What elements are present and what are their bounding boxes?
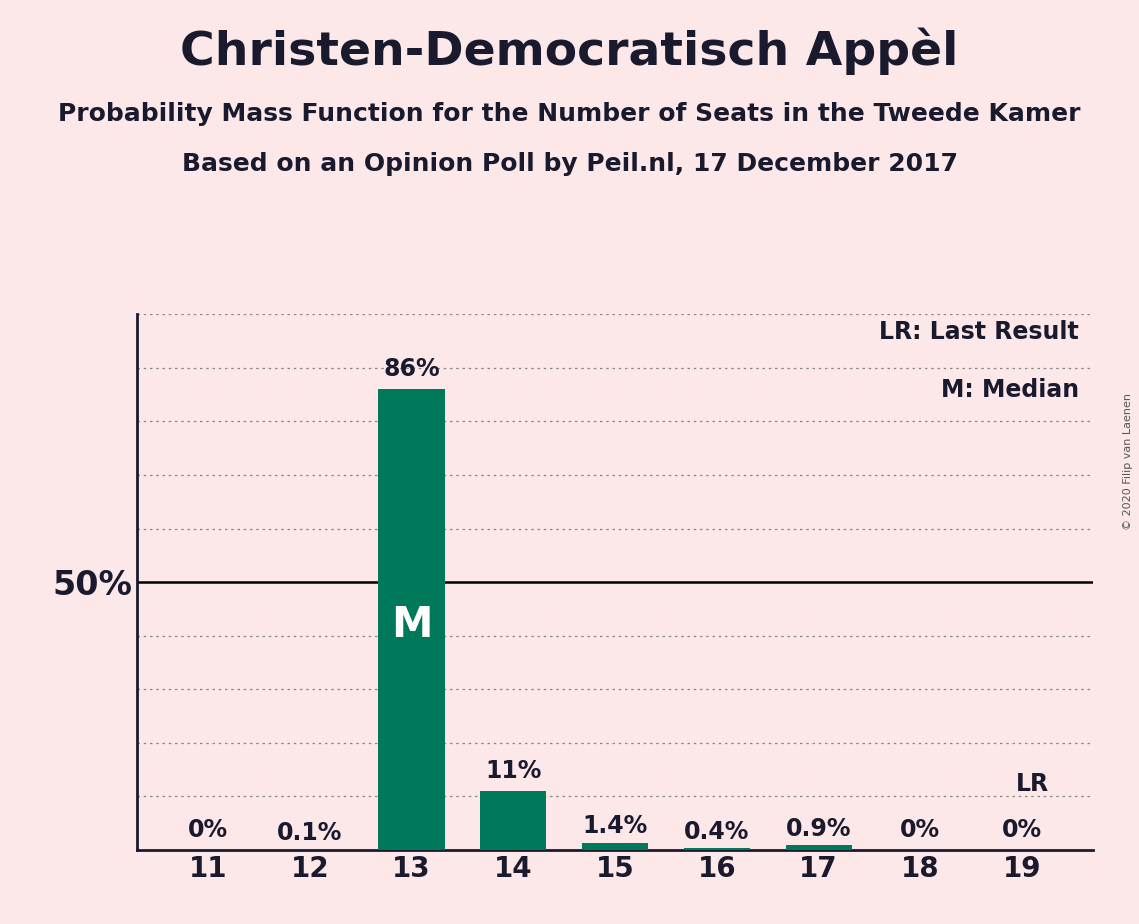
Text: 0.9%: 0.9%: [786, 817, 851, 841]
Bar: [481, 791, 547, 850]
Text: 0%: 0%: [188, 818, 228, 842]
Text: 11%: 11%: [485, 760, 541, 784]
Text: 0%: 0%: [900, 818, 941, 842]
Text: 0.4%: 0.4%: [685, 820, 749, 844]
Text: 0%: 0%: [1002, 818, 1042, 842]
Text: LR: Last Result: LR: Last Result: [879, 320, 1079, 344]
Text: M: Median: M: Median: [941, 379, 1079, 403]
Bar: [786, 845, 852, 850]
Text: Based on an Opinion Poll by Peil.nl, 17 December 2017: Based on an Opinion Poll by Peil.nl, 17 …: [181, 152, 958, 176]
Text: 86%: 86%: [383, 358, 440, 382]
Text: M: M: [391, 604, 432, 646]
Text: Christen-Democratisch Appèl: Christen-Democratisch Appèl: [180, 28, 959, 75]
Text: 0.1%: 0.1%: [277, 821, 343, 845]
Text: 1.4%: 1.4%: [582, 814, 648, 838]
Text: Probability Mass Function for the Number of Seats in the Tweede Kamer: Probability Mass Function for the Number…: [58, 102, 1081, 126]
Bar: [683, 848, 749, 850]
Text: LR: LR: [1016, 772, 1049, 796]
Bar: [378, 389, 444, 850]
Bar: [582, 843, 648, 850]
Text: © 2020 Filip van Laenen: © 2020 Filip van Laenen: [1123, 394, 1133, 530]
